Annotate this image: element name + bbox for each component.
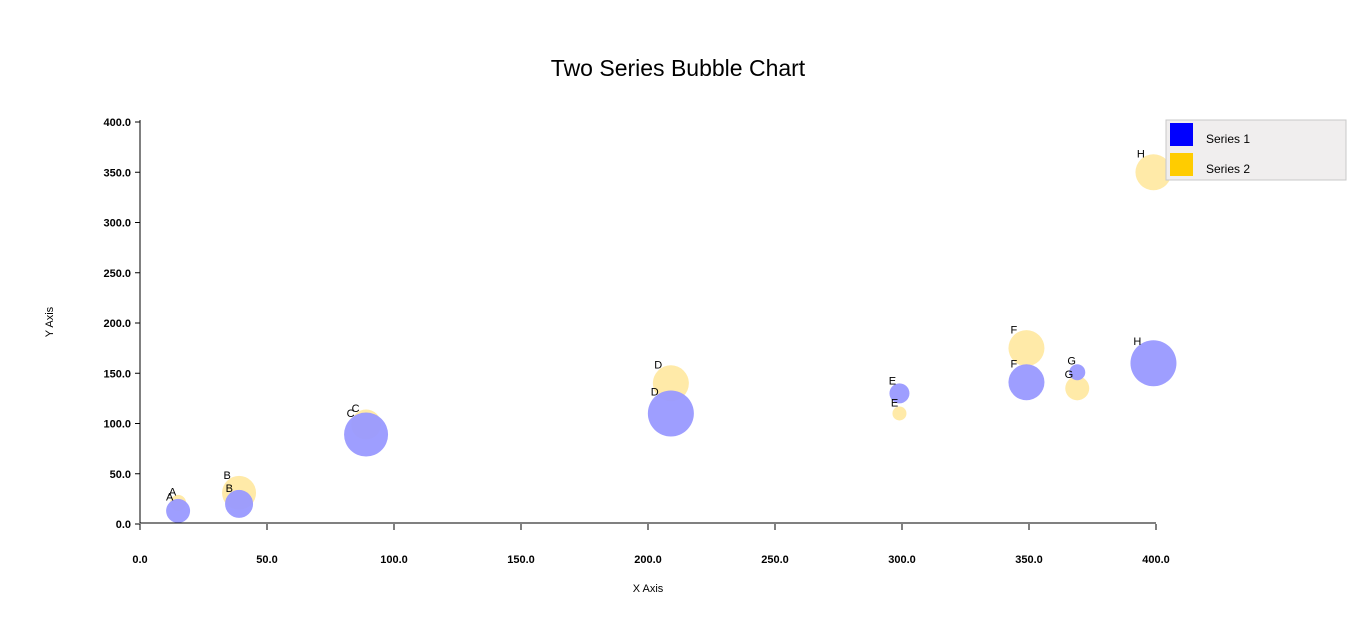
legend-label-series-1: Series 1 — [1206, 132, 1250, 146]
point-label-series-1: G — [1067, 356, 1076, 368]
bubble-series-1-c — [344, 412, 389, 457]
point-label-series-2: A — [169, 486, 177, 498]
point-label-series-1: A — [166, 492, 174, 504]
bubble-series-2-h — [1135, 154, 1172, 191]
bubbles-layer — [166, 154, 1177, 523]
bubble-series-1-e — [889, 383, 910, 404]
x-tick-label: 300.0 — [888, 554, 916, 566]
y-tick-label: 0.0 — [116, 519, 131, 531]
y-tick-label: 100.0 — [103, 419, 131, 431]
x-axis-ticks: 0.0 50.0 100.0 150.0 200.0 250.0 300.0 350.0 400… — [132, 524, 1170, 566]
point-label-series-2: E — [891, 398, 898, 410]
legend-label-series-2: Series 2 — [1206, 162, 1250, 176]
bubble-series-1-h — [1130, 340, 1177, 387]
legend-swatch-series-1 — [1170, 123, 1193, 146]
point-label-series-1: C — [347, 408, 355, 420]
legend-box — [1165, 119, 1347, 181]
y-tick-label: 200.0 — [103, 318, 131, 330]
y-axis-ticks: 0.0 50.0 100.0 150.0 200.0 250.0 300.0 350.0 400… — [103, 117, 140, 531]
x-tick-label: 400.0 — [1142, 554, 1170, 566]
point-label-series-1: F — [1010, 359, 1017, 371]
x-axis-title: X Axis — [633, 583, 664, 595]
point-label-series-2: C — [352, 403, 360, 415]
legend-swatch-series-2 — [1170, 153, 1193, 176]
point-label-series-2: F — [1010, 325, 1017, 337]
bubble-series-2-f — [1008, 330, 1045, 367]
x-tick-label: 350.0 — [1015, 554, 1043, 566]
point-label-series-1: B — [226, 483, 233, 495]
bubble-series-1-g — [1069, 364, 1086, 381]
point-label-series-2: B — [223, 470, 230, 482]
bubble-series-1-a — [166, 498, 191, 523]
y-tick-label: 400.0 — [103, 117, 131, 129]
bubble-series-1-b — [225, 489, 254, 518]
bubble-series-1-f — [1008, 364, 1045, 401]
y-tick-label: 150.0 — [103, 368, 131, 380]
point-label-series-1: E — [889, 375, 896, 387]
x-tick-label: 50.0 — [256, 554, 277, 566]
x-tick-label: 200.0 — [634, 554, 662, 566]
y-tick-label: 250.0 — [103, 268, 131, 280]
bubble-series-2-e — [892, 406, 907, 421]
point-label-series-2: H — [1137, 149, 1145, 161]
bubble-series-1-d — [647, 390, 694, 437]
y-axis-title: Y Axis — [44, 306, 56, 337]
point-label-series-2: G — [1065, 369, 1074, 381]
y-tick-label: 300.0 — [103, 218, 131, 230]
x-tick-label: 150.0 — [507, 554, 535, 566]
x-tick-label: 0.0 — [132, 554, 147, 566]
y-tick-label: 350.0 — [103, 167, 131, 179]
x-tick-label: 250.0 — [761, 554, 789, 566]
bubble-series-2-g — [1065, 376, 1090, 401]
chart-title: Two Series Bubble Chart — [551, 55, 806, 81]
point-label-series-1: H — [1133, 336, 1141, 348]
x-tick-label: 100.0 — [380, 554, 408, 566]
point-label-series-2: D — [654, 360, 662, 372]
y-tick-label: 50.0 — [110, 469, 131, 481]
point-label-series-1: D — [651, 386, 659, 398]
legend: Series 1 Series 2 — [1165, 119, 1347, 181]
point-labels-layer: A B C D E F G H A B C D E F G H — [166, 149, 1145, 504]
